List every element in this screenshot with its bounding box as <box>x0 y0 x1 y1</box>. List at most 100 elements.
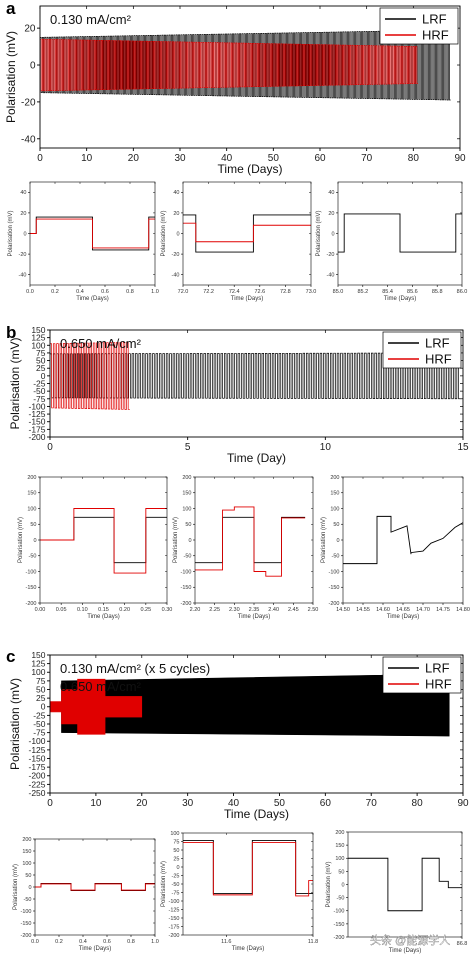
x-tick-label: 0.00 <box>35 607 46 613</box>
y-tick-label: -150 <box>28 753 45 763</box>
x-tick-label: 15 <box>457 442 469 453</box>
y-tick-label: -150 <box>180 585 191 591</box>
y-tick-label: 0 <box>41 702 46 712</box>
y-tick-label: -100 <box>328 569 339 575</box>
y-tick-label: -200 <box>328 601 339 607</box>
x-tick-label: 72.4 <box>229 289 240 295</box>
plot-area-a1 <box>30 216 155 251</box>
y-axis-label: Polarisation (mV) <box>8 337 22 429</box>
series-lrf-line <box>195 516 306 564</box>
x-tick-label: 30 <box>174 153 186 164</box>
y-axis-label: Polarisation (mV) <box>161 861 167 907</box>
y-tick-label: 150 <box>31 650 45 660</box>
y-tick-label: 0 <box>28 885 31 891</box>
x-tick-label: 60 <box>314 153 326 164</box>
x-tick-label: 70 <box>361 153 373 164</box>
x-axis-label: Time (Days) <box>224 807 289 821</box>
series-hrf-line <box>183 222 311 243</box>
series-hrf-envelope <box>50 678 143 735</box>
y-tick-label: -150 <box>25 585 36 591</box>
y-tick-label: -50 <box>332 554 340 560</box>
y-tick-label: -150 <box>328 585 339 591</box>
legend-label-hrf: HRF <box>425 677 452 692</box>
y-tick-label: 0 <box>41 371 46 381</box>
plot-frame <box>39 5 461 149</box>
x-tick-label: 80 <box>408 153 420 164</box>
x-tick-label: 2.30 <box>229 607 240 613</box>
x-tick-label: 10 <box>320 442 332 453</box>
y-tick-label: 125 <box>31 659 45 669</box>
plot-frame <box>342 476 464 604</box>
x-axis-label: Time (Days) <box>389 948 421 954</box>
plot-frame <box>182 181 312 286</box>
y-tick-label: -25 <box>33 710 46 720</box>
plot-area-c1 <box>35 882 155 892</box>
y-tick-label: -150 <box>28 417 45 427</box>
watermark-text: 头条 @能源学人 <box>370 933 450 947</box>
x-tick-label: 90 <box>454 153 466 164</box>
y-tick-label: 0 <box>331 231 334 237</box>
panel-letter: c <box>6 647 15 666</box>
y-tick-label: 25 <box>173 856 179 862</box>
series-lrf-line <box>183 840 313 894</box>
panel-b2: 2.20 2.25 2.30 2.35 2.40 2.45 2.50 -200 -150 -100… <box>173 475 318 620</box>
legend-box <box>382 331 462 369</box>
y-axis-label: Polarisation (mV) <box>326 861 332 907</box>
y-tick-label: 50 <box>185 522 191 528</box>
y-tick-label: -125 <box>28 745 45 755</box>
panel-a2: 72.0 72.2 72.4 72.6 72.8 73.0 -40 -20 0 20 40 Time … <box>161 181 317 302</box>
y-tick-label: -75 <box>33 394 46 404</box>
y-axis-label: Polarisation (mV) <box>13 864 19 910</box>
y-tick-label: 75 <box>173 839 179 845</box>
x-tick-label: 90 <box>457 798 469 809</box>
y-tick-label: 50 <box>173 848 179 854</box>
y-tick-label: 0 <box>23 231 26 237</box>
panel-b3: 14.50 14.55 14.60 14.65 14.70 14.75 14.80 -200 -… <box>321 475 470 620</box>
panel-b1: 0.00 0.05 0.10 0.15 0.20 0.25 0.30 -200 -150 -100… <box>18 475 172 620</box>
y-tick-label: 100 <box>170 831 179 837</box>
x-tick-label: 85.8 <box>432 289 443 295</box>
x-tick-label: 72.2 <box>203 289 214 295</box>
y-tick-label: -40 <box>172 273 180 279</box>
panel-letter: b <box>6 323 16 342</box>
y-tick-label: 50 <box>338 869 344 875</box>
y-tick-label: 20 <box>173 211 179 217</box>
x-axis-label: Time (Days) <box>76 296 108 302</box>
series-lrf-line <box>338 213 462 253</box>
legend-label-lrf: LRF <box>425 336 450 351</box>
y-tick-label: 0 <box>176 865 179 871</box>
y-tick-label: 100 <box>31 340 45 350</box>
y-tick-label: -175 <box>28 424 45 434</box>
panel-c2: 11.6 11.8 -200 -175 -150 -125 -100 -75 -50 -25 0 25… <box>161 831 318 952</box>
y-tick-label: -175 <box>28 762 45 772</box>
x-tick-label: 0.15 <box>98 607 109 613</box>
x-tick-label: 0.30 <box>162 607 173 613</box>
x-tick-label: 73.0 <box>306 289 317 295</box>
y-tick-label: 50 <box>36 684 46 694</box>
x-axis-label: Time (Days) <box>238 614 270 620</box>
y-tick-label: -100 <box>28 401 45 411</box>
y-tick-label: 150 <box>31 325 45 335</box>
y-tick-label: -50 <box>29 554 37 560</box>
x-tick-label: 70 <box>366 798 378 809</box>
y-tick-label: -50 <box>33 719 46 729</box>
x-tick-label: 0.05 <box>56 607 67 613</box>
y-tick-label: 200 <box>182 475 191 481</box>
x-tick-label: 20 <box>136 798 148 809</box>
y-tick-label: 50 <box>25 873 31 879</box>
x-axis-label: Time (Days) <box>87 614 119 620</box>
x-tick-label: 0 <box>47 798 53 809</box>
y-tick-label: -75 <box>33 728 46 738</box>
y-tick-label: 100 <box>182 506 191 512</box>
x-tick-label: 1.0 <box>151 939 159 945</box>
x-axis-label: Time (Days) <box>232 946 264 952</box>
panel-a1: 0.0 0.2 0.4 0.6 0.8 1.0 -40 -20 0 20 40 Time (Days)… <box>8 181 159 302</box>
y-tick-label: -50 <box>184 554 192 560</box>
x-tick-label: 0 <box>37 153 43 164</box>
x-tick-label: 14.80 <box>456 607 470 613</box>
x-tick-label: 50 <box>274 798 286 809</box>
y-axis-label: Polarisation (mV) <box>321 517 327 563</box>
x-tick-label: 14.70 <box>416 607 430 613</box>
